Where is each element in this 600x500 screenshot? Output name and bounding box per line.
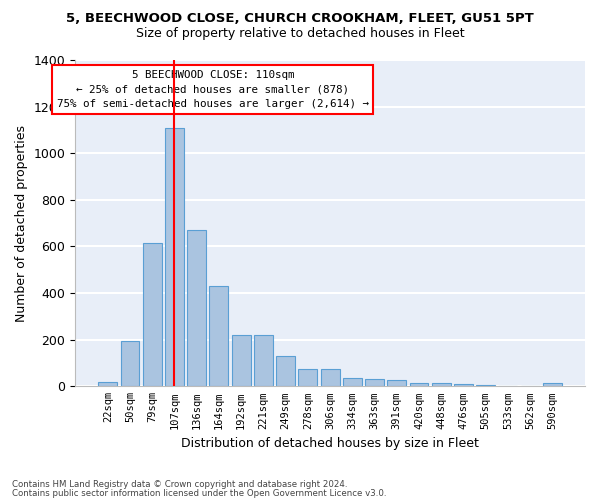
Bar <box>232 336 251 386</box>
Text: Contains public sector information licensed under the Open Government Licence v3: Contains public sector information licen… <box>12 489 386 498</box>
Bar <box>276 356 295 386</box>
Y-axis label: Number of detached properties: Number of detached properties <box>15 124 28 322</box>
Bar <box>209 286 229 386</box>
Bar <box>543 384 562 386</box>
Bar <box>298 370 317 386</box>
X-axis label: Distribution of detached houses by size in Fleet: Distribution of detached houses by size … <box>181 437 479 450</box>
Bar <box>165 128 184 386</box>
Text: Size of property relative to detached houses in Fleet: Size of property relative to detached ho… <box>136 28 464 40</box>
Bar <box>121 341 139 386</box>
Bar <box>476 384 495 386</box>
Bar <box>388 380 406 386</box>
Bar <box>98 382 117 386</box>
Bar <box>143 243 161 386</box>
Bar <box>187 230 206 386</box>
Text: 5 BEECHWOOD CLOSE: 110sqm
← 25% of detached houses are smaller (878)
75% of semi: 5 BEECHWOOD CLOSE: 110sqm ← 25% of detac… <box>57 70 369 110</box>
Text: Contains HM Land Registry data © Crown copyright and database right 2024.: Contains HM Land Registry data © Crown c… <box>12 480 347 489</box>
Bar <box>320 370 340 386</box>
Bar <box>365 379 384 386</box>
Text: 5, BEECHWOOD CLOSE, CHURCH CROOKHAM, FLEET, GU51 5PT: 5, BEECHWOOD CLOSE, CHURCH CROOKHAM, FLE… <box>66 12 534 26</box>
Bar <box>410 383 428 386</box>
Bar <box>254 336 273 386</box>
Bar <box>454 384 473 386</box>
Bar <box>432 383 451 386</box>
Bar <box>343 378 362 386</box>
